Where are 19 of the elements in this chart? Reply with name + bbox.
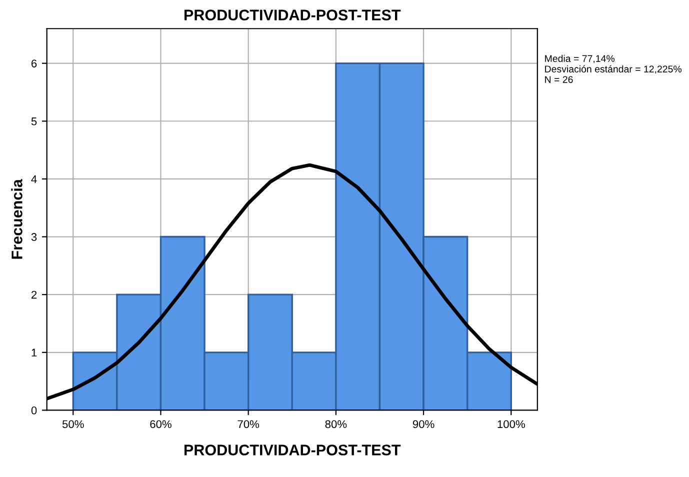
x-tick-label: 50% xyxy=(62,420,84,428)
y-tick-label: 2 xyxy=(32,290,37,299)
y-tick-label: 5 xyxy=(31,118,37,126)
y-tick-label: 4 xyxy=(31,175,37,183)
x-tick-label: 90% xyxy=(412,420,434,428)
text: Desviación estándar = 12,225% xyxy=(545,65,682,74)
y-tick-label: 6 xyxy=(32,60,37,68)
y-tick-label: 3 xyxy=(31,233,37,241)
text: Media = 77,14% xyxy=(545,54,614,64)
x-tick-label: 60% xyxy=(150,420,172,428)
y-tick-label: 1 xyxy=(32,348,37,356)
x-tick-label: 100% xyxy=(498,420,525,428)
x-axis-title: PRODUCTIVIDAD-POST-TEST xyxy=(184,444,401,456)
chart-title: PRODUCTIVIDAD-POST-TEST xyxy=(184,10,401,20)
x-tick-label: 70% xyxy=(238,420,260,428)
y-tick-label: 0 xyxy=(31,406,37,414)
x-tick-label: 80% xyxy=(325,420,347,428)
text: N = 26 xyxy=(545,76,573,83)
y-axis-title: Frecuencia xyxy=(11,178,22,259)
